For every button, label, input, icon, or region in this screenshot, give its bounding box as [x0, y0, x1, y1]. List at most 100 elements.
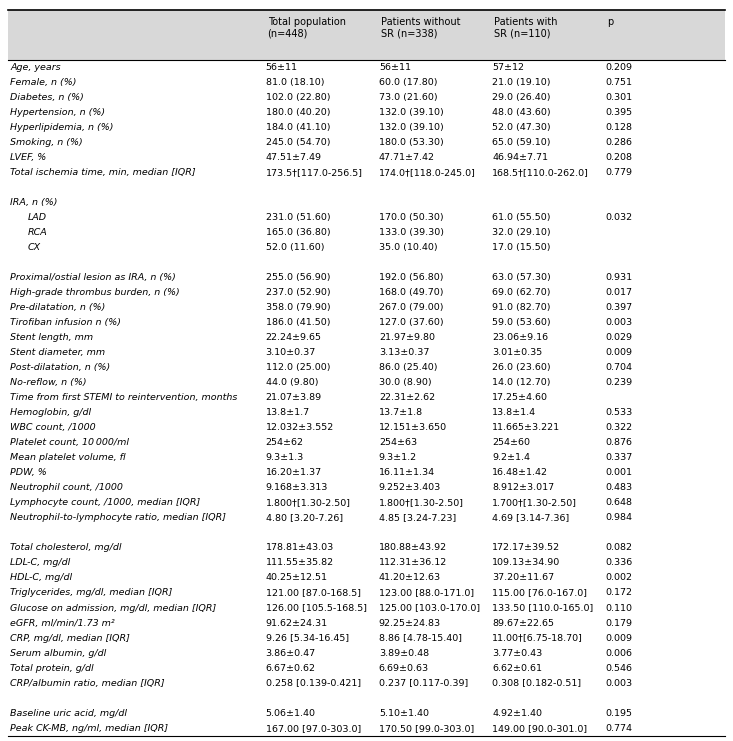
Text: 0.128: 0.128 [605, 123, 633, 132]
Text: 127.0 (37.60): 127.0 (37.60) [379, 318, 443, 327]
Text: Neutrophil-to-lymphocyte ratio, median [IQR]: Neutrophil-to-lymphocyte ratio, median [… [10, 514, 226, 522]
Text: 186.0 (41.50): 186.0 (41.50) [265, 318, 330, 327]
Text: 22.31±2.62: 22.31±2.62 [379, 393, 435, 402]
Text: 5.06±1.40: 5.06±1.40 [265, 708, 315, 718]
Text: 165.0 (36.80): 165.0 (36.80) [265, 228, 330, 237]
Text: Platelet count, 10 000/ml: Platelet count, 10 000/ml [10, 438, 129, 448]
Text: Total ischemia time, min, median [IQR]: Total ischemia time, min, median [IQR] [10, 168, 196, 177]
Text: 3.10±0.37: 3.10±0.37 [265, 348, 316, 357]
Text: 21.07±3.89: 21.07±3.89 [265, 393, 322, 402]
Text: No-reflow, n (%): No-reflow, n (%) [10, 378, 86, 387]
Text: Tirofiban infusion n (%): Tirofiban infusion n (%) [10, 318, 121, 327]
Text: 180.0 (53.30): 180.0 (53.30) [379, 138, 443, 147]
Text: 65.0 (59.10): 65.0 (59.10) [492, 138, 550, 147]
Text: LAD: LAD [28, 213, 47, 222]
Text: 0.110: 0.110 [605, 603, 633, 613]
Text: 254±63: 254±63 [379, 438, 417, 448]
Text: 168.0 (49.70): 168.0 (49.70) [379, 288, 443, 297]
Text: 29.0 (26.40): 29.0 (26.40) [492, 93, 550, 102]
Text: 30.0 (8.90): 30.0 (8.90) [379, 378, 432, 387]
Text: 91.62±24.31: 91.62±24.31 [265, 619, 328, 628]
Text: 125.00 [103.0-170.0]: 125.00 [103.0-170.0] [379, 603, 480, 613]
Text: Stent length, mm: Stent length, mm [10, 333, 93, 342]
Text: WBC count, /1000: WBC count, /1000 [10, 423, 95, 432]
Text: Smoking, n (%): Smoking, n (%) [10, 138, 83, 147]
Text: Time from first STEMI to reintervention, months: Time from first STEMI to reintervention,… [10, 393, 237, 402]
Text: Age, years: Age, years [10, 63, 61, 72]
Text: 0.779: 0.779 [605, 168, 633, 177]
Text: 89.67±22.65: 89.67±22.65 [492, 619, 554, 628]
Text: 254±62: 254±62 [265, 438, 303, 448]
Text: 0.237 [0.117-0.39]: 0.237 [0.117-0.39] [379, 679, 468, 688]
Text: 9.168±3.313: 9.168±3.313 [265, 483, 328, 492]
Text: Patients with
SR (n=110): Patients with SR (n=110) [494, 17, 558, 39]
Text: 41.20±12.63: 41.20±12.63 [379, 574, 441, 582]
Text: IRA, n (%): IRA, n (%) [10, 198, 57, 207]
Text: 0.208: 0.208 [605, 153, 633, 162]
Text: 0.533: 0.533 [605, 408, 633, 417]
Text: 0.009: 0.009 [605, 634, 633, 642]
Text: p: p [608, 17, 614, 27]
Text: 0.172: 0.172 [605, 588, 633, 597]
Text: 0.546: 0.546 [605, 664, 633, 673]
Text: 167.00 [97.0-303.0]: 167.00 [97.0-303.0] [265, 724, 361, 733]
Text: Serum albumin, g/dl: Serum albumin, g/dl [10, 648, 106, 657]
Text: 52.0 (11.60): 52.0 (11.60) [265, 243, 324, 252]
Text: 0.301: 0.301 [605, 93, 633, 102]
Text: 132.0 (39.10): 132.0 (39.10) [379, 123, 443, 132]
Text: 21.0 (19.10): 21.0 (19.10) [492, 78, 550, 87]
Text: 0.648: 0.648 [605, 499, 633, 508]
Text: Lymphocyte count, /1000, median [IQR]: Lymphocyte count, /1000, median [IQR] [10, 499, 200, 508]
Text: Hemoglobin, g/dl: Hemoglobin, g/dl [10, 408, 91, 417]
Text: 14.0 (12.70): 14.0 (12.70) [492, 378, 550, 387]
Text: 0.308 [0.182-0.51]: 0.308 [0.182-0.51] [492, 679, 581, 688]
Text: Total cholesterol, mg/dl: Total cholesterol, mg/dl [10, 543, 122, 552]
Text: 1.800†[1.30-2.50]: 1.800†[1.30-2.50] [379, 499, 464, 508]
Text: 13.7±1.8: 13.7±1.8 [379, 408, 423, 417]
Text: 111.55±35.82: 111.55±35.82 [265, 559, 334, 568]
Text: 69.0 (62.70): 69.0 (62.70) [492, 288, 550, 297]
Text: 44.0 (9.80): 44.0 (9.80) [265, 378, 318, 387]
Text: LVEF, %: LVEF, % [10, 153, 46, 162]
Text: 12.151±3.650: 12.151±3.650 [379, 423, 447, 432]
Text: 6.67±0.62: 6.67±0.62 [265, 664, 315, 673]
Text: 21.97±9.80: 21.97±9.80 [379, 333, 435, 342]
Text: Triglycerides, mg/dl, median [IQR]: Triglycerides, mg/dl, median [IQR] [10, 588, 172, 597]
Text: 8.86 [4.78-15.40]: 8.86 [4.78-15.40] [379, 634, 462, 642]
Text: 3.77±0.43: 3.77±0.43 [492, 648, 542, 657]
Text: 245.0 (54.70): 245.0 (54.70) [265, 138, 330, 147]
Text: 180.88±43.92: 180.88±43.92 [379, 543, 447, 552]
Text: 174.0†[118.0-245.0]: 174.0†[118.0-245.0] [379, 168, 476, 177]
Text: 32.0 (29.10): 32.0 (29.10) [492, 228, 550, 237]
Text: Proximal/ostial lesion as IRA, n (%): Proximal/ostial lesion as IRA, n (%) [10, 273, 176, 282]
Text: 0.003: 0.003 [605, 679, 633, 688]
Text: HDL-C, mg/dl: HDL-C, mg/dl [10, 574, 72, 582]
Text: High-grade thrombus burden, n (%): High-grade thrombus burden, n (%) [10, 288, 180, 297]
Text: 0.704: 0.704 [605, 363, 633, 372]
Text: 52.0 (47.30): 52.0 (47.30) [492, 123, 550, 132]
Text: 4.92±1.40: 4.92±1.40 [492, 708, 542, 718]
Text: eGFR, ml/min/1.73 m²: eGFR, ml/min/1.73 m² [10, 619, 114, 628]
Text: 115.00 [76.0-167.0]: 115.00 [76.0-167.0] [492, 588, 587, 597]
Text: 123.00 [88.0-171.0]: 123.00 [88.0-171.0] [379, 588, 474, 597]
Text: 3.13±0.37: 3.13±0.37 [379, 348, 430, 357]
Text: 3.86±0.47: 3.86±0.47 [265, 648, 316, 657]
Text: 132.0 (39.10): 132.0 (39.10) [379, 107, 443, 117]
Text: Neutrophil count, /1000: Neutrophil count, /1000 [10, 483, 123, 492]
Text: 0.002: 0.002 [605, 574, 633, 582]
Text: 178.81±43.03: 178.81±43.03 [265, 543, 334, 552]
Text: 254±60: 254±60 [492, 438, 530, 448]
Text: 0.179: 0.179 [605, 619, 633, 628]
Text: 173.5†[117.0-256.5]: 173.5†[117.0-256.5] [265, 168, 363, 177]
Text: 91.0 (82.70): 91.0 (82.70) [492, 303, 550, 312]
Text: 184.0 (41.10): 184.0 (41.10) [265, 123, 330, 132]
Text: 0.029: 0.029 [605, 333, 633, 342]
Text: 57±12: 57±12 [492, 63, 524, 72]
Text: 0.239: 0.239 [605, 378, 633, 387]
Text: 149.00 [90.0-301.0]: 149.00 [90.0-301.0] [492, 724, 587, 733]
Text: Total population
(n=448): Total population (n=448) [268, 17, 345, 39]
Text: 11.00†[6.75-18.70]: 11.00†[6.75-18.70] [492, 634, 583, 642]
Text: 168.5†[110.0-262.0]: 168.5†[110.0-262.0] [492, 168, 589, 177]
Text: 81.0 (18.10): 81.0 (18.10) [265, 78, 324, 87]
Text: 9.2±1.4: 9.2±1.4 [492, 453, 530, 462]
